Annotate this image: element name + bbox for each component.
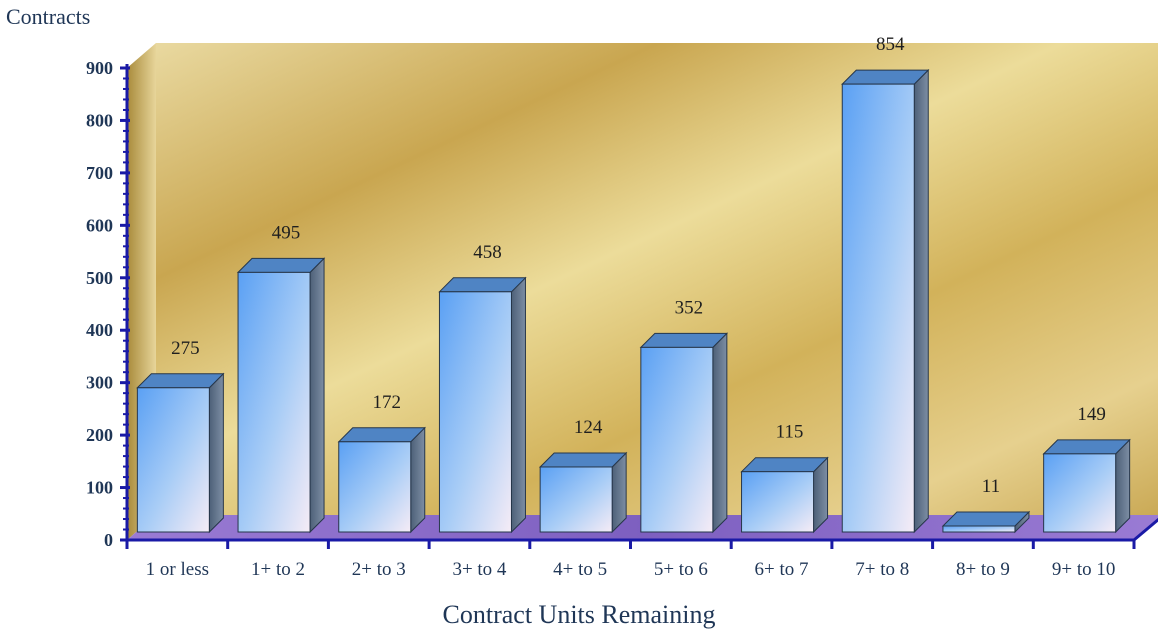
data-label: 495	[272, 222, 301, 243]
x-axis-title: Contract Units Remaining	[442, 600, 716, 629]
bar-side	[510, 276, 526, 534]
category-label: 6+ to 7	[755, 559, 809, 580]
bar-top	[438, 277, 527, 293]
bar-top	[740, 457, 829, 473]
bar-side	[208, 372, 224, 534]
bar-front	[942, 525, 1016, 533]
x-axis-depth-edge	[1133, 517, 1158, 542]
y-tick-label: 700	[86, 163, 113, 183]
category-label: 2+ to 3	[352, 559, 406, 580]
bar-front	[741, 471, 815, 533]
data-label: 115	[776, 422, 804, 443]
y-tick-label: 500	[86, 268, 113, 288]
bar-top	[941, 511, 1031, 527]
bar	[841, 68, 930, 534]
bar-top	[337, 427, 426, 443]
category-label: 7+ to 8	[855, 559, 909, 580]
category-label: 9+ to 10	[1052, 559, 1116, 580]
bar	[639, 332, 729, 534]
bar-front	[539, 466, 613, 533]
bar-front	[136, 387, 210, 533]
bar-top	[841, 69, 930, 85]
category-label: 5+ to 6	[654, 559, 708, 580]
bar	[236, 257, 326, 534]
bar	[740, 456, 829, 534]
bar-side	[1115, 438, 1131, 534]
bar-side	[913, 68, 929, 534]
data-labels: 275 1 or less 495 1+ to 2 172 2+ to 3 458 3+ to…	[146, 34, 1116, 580]
bar	[941, 510, 1031, 534]
bar-front	[640, 346, 714, 533]
category-label: 1+ to 2	[251, 559, 305, 580]
category-label: 8+ to 9	[956, 559, 1010, 580]
axes: 0 100 200 300 400 500 600 700 800 900	[86, 58, 1158, 550]
category-label: 3+ to 4	[452, 559, 506, 580]
y-tick-label: 100	[86, 478, 113, 498]
bar-top	[538, 452, 628, 468]
data-label: 275	[171, 338, 200, 359]
data-label: 352	[675, 297, 704, 318]
bar	[438, 276, 527, 534]
category-label: 1 or less	[146, 559, 209, 580]
bar-front	[237, 271, 311, 533]
y-tick-label: 800	[86, 110, 113, 130]
y-tick-label: 300	[86, 373, 113, 393]
y-tick-label: 200	[86, 425, 113, 445]
category-label: 4+ to 5	[553, 559, 607, 580]
bar-side	[712, 332, 728, 534]
bar	[538, 451, 628, 534]
bars	[136, 68, 1131, 534]
bar-side	[309, 257, 325, 534]
bar-front	[1043, 453, 1117, 533]
y-tick-label: 400	[86, 320, 113, 340]
bar-top	[136, 373, 225, 389]
bar-front	[338, 441, 412, 533]
y-tick-label: 600	[86, 215, 113, 235]
bar	[337, 426, 426, 534]
bar	[1042, 438, 1131, 534]
y-tick-label: 0	[104, 530, 113, 550]
y-axis-title: Contracts	[6, 4, 91, 29]
bar-front	[438, 291, 512, 533]
data-label: 172	[373, 392, 402, 413]
bar	[136, 372, 225, 534]
data-label: 854	[876, 34, 905, 55]
bar-top	[1042, 439, 1131, 455]
bar-top	[639, 332, 729, 348]
data-label: 11	[982, 476, 1000, 497]
bar-front	[841, 83, 915, 533]
data-label: 149	[1077, 404, 1106, 425]
data-label: 458	[473, 242, 502, 263]
data-label: 124	[574, 417, 603, 438]
y-tick-label: 900	[86, 58, 113, 78]
bar-side	[410, 426, 426, 534]
bar-top	[236, 257, 326, 273]
